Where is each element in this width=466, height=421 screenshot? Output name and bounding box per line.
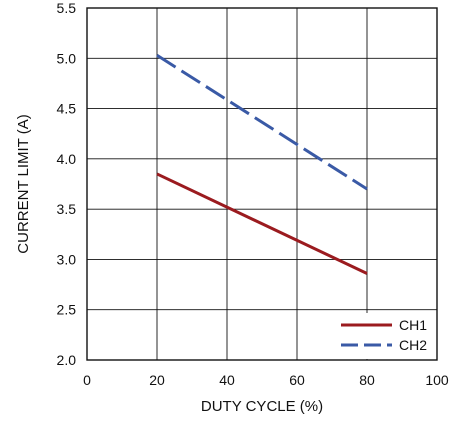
y-tick-label: 4.0 — [57, 151, 77, 167]
y-tick-label: 2.5 — [57, 302, 77, 318]
x-tick-label: 0 — [83, 372, 91, 388]
chart-grid — [87, 8, 437, 360]
x-tick-label: 100 — [425, 372, 449, 388]
y-axis-label: CURRENT LIMIT (A) — [15, 114, 32, 253]
y-tick-labels: 2.0 2.5 3.0 3.5 4.0 4.5 5.0 5.5 — [57, 0, 77, 368]
y-tick-label: 4.5 — [57, 101, 77, 117]
legend-box — [330, 313, 436, 359]
y-tick-label: 5.5 — [57, 0, 77, 16]
x-tick-label: 80 — [359, 372, 375, 388]
series-line-ch1 — [156, 172, 368, 275]
legend-label-ch1: CH1 — [399, 317, 427, 333]
legend-label-ch2: CH2 — [399, 337, 427, 353]
legend: CH1 CH2 — [330, 313, 436, 359]
y-tick-label: 5.0 — [57, 50, 77, 66]
x-tick-label: 20 — [149, 372, 165, 388]
y-tick-label: 3.0 — [57, 251, 77, 267]
x-tick-label: 40 — [219, 372, 235, 388]
y-tick-label: 2.0 — [57, 352, 77, 368]
chart-series — [156, 54, 368, 275]
x-tick-label: 60 — [289, 372, 305, 388]
x-axis-label: DUTY CYCLE (%) — [201, 398, 323, 415]
plot-frame — [86, 7, 438, 361]
y-tick-label: 3.5 — [57, 201, 77, 217]
series-line-ch2 — [156, 54, 368, 191]
x-tick-labels: 0 20 40 60 80 100 — [83, 372, 449, 388]
